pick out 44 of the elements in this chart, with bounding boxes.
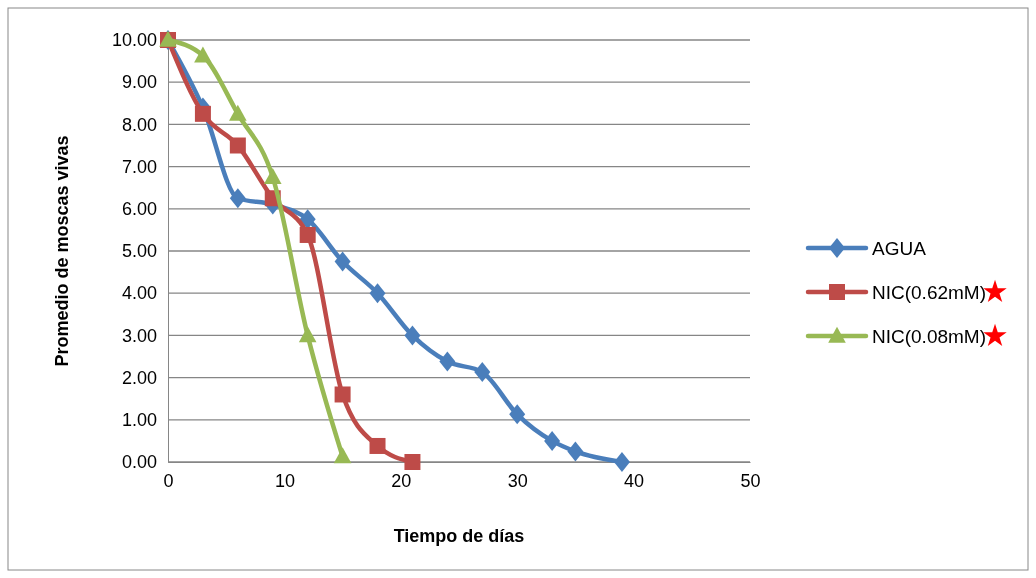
point — [474, 362, 491, 383]
y-tick-label: 3.00 — [121, 325, 157, 346]
y-tick-label: 10.00 — [111, 30, 157, 51]
point — [194, 46, 212, 63]
point — [229, 104, 247, 121]
point — [404, 325, 421, 346]
point — [404, 454, 421, 470]
point — [567, 441, 584, 462]
point — [613, 452, 630, 472]
point — [369, 437, 386, 454]
x-tick-label: 40 — [624, 470, 645, 491]
y-tick-label: 0.00 — [121, 452, 157, 473]
point — [544, 430, 561, 451]
point — [229, 137, 246, 154]
point — [334, 251, 351, 272]
legend-label: NIC(0.62mM) — [872, 282, 987, 303]
y-tick-label: 6.00 — [121, 199, 157, 220]
x-axis-title: Tiempo de días — [393, 526, 525, 546]
point — [299, 209, 316, 230]
y-axis-title: Promedio de moscas vivas — [52, 135, 72, 367]
x-tick-label: 30 — [507, 470, 528, 491]
point — [263, 167, 282, 184]
y-tick-label: 2.00 — [121, 367, 157, 388]
x-tick-label: 20 — [391, 470, 412, 491]
y-tick-label: 8.00 — [121, 114, 157, 135]
legend-label: NIC(0.08mM) — [872, 326, 987, 347]
point — [334, 386, 351, 403]
y-tick-label: 9.00 — [121, 72, 157, 93]
point — [333, 447, 352, 464]
point — [509, 404, 526, 425]
point — [194, 105, 211, 122]
x-tick-label: 10 — [274, 470, 295, 491]
y-tick-label: 5.00 — [121, 241, 157, 262]
point — [369, 283, 386, 304]
y-tick-label: 1.00 — [121, 410, 157, 431]
point — [439, 351, 456, 372]
x-tick-label: 50 — [740, 470, 761, 491]
point — [229, 188, 246, 209]
legend-label: AGUA — [872, 238, 927, 259]
y-tick-label: 7.00 — [121, 156, 157, 177]
point — [298, 326, 317, 343]
x-tick-label: 0 — [163, 470, 174, 491]
point — [299, 226, 316, 243]
y-tick-label: 4.00 — [121, 283, 157, 304]
